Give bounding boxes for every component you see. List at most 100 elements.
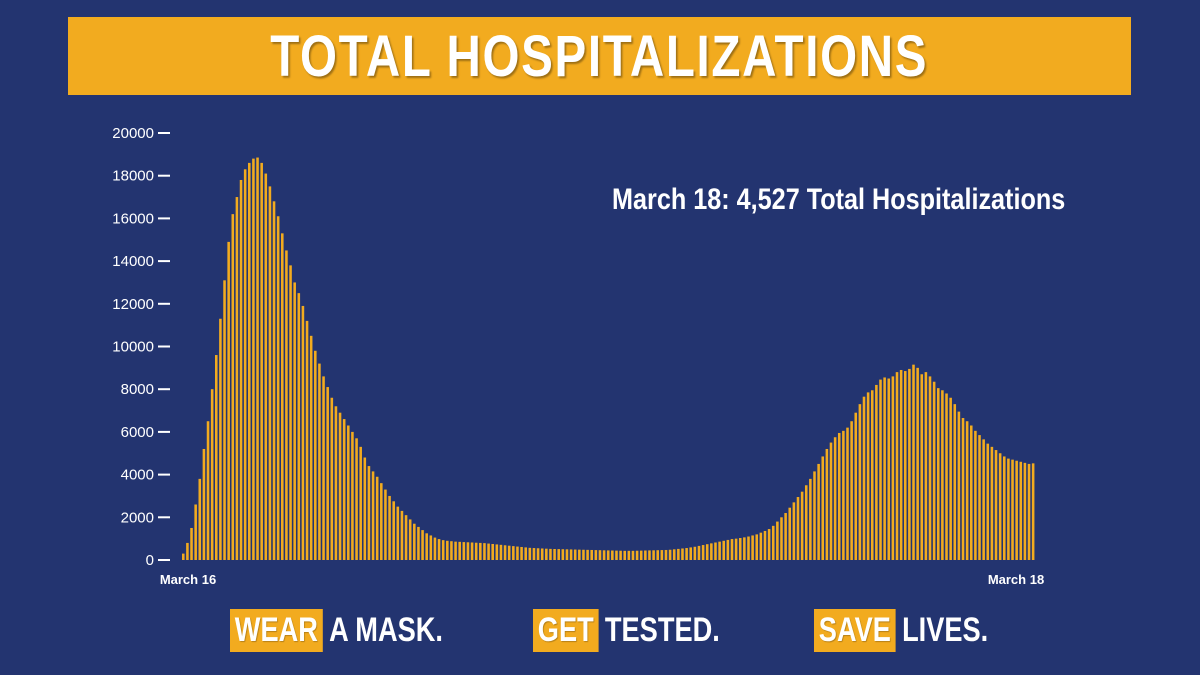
bar <box>887 378 891 560</box>
bar <box>594 550 598 560</box>
y-tick-label: 6000 <box>121 424 154 441</box>
bar <box>359 446 362 560</box>
bar <box>413 523 416 560</box>
bar <box>202 448 206 560</box>
bar <box>524 547 527 560</box>
bar <box>507 545 511 560</box>
bar <box>829 442 833 560</box>
y-tick-label: 4000 <box>121 467 154 484</box>
bar <box>392 501 395 560</box>
bar <box>190 527 193 560</box>
bar <box>314 350 317 560</box>
bar <box>627 550 631 560</box>
bar <box>330 397 334 560</box>
title-banner: TOTAL HOSPITALIZATIONS <box>68 17 1131 95</box>
bar <box>338 412 342 560</box>
bar <box>941 390 944 560</box>
bar <box>549 548 552 560</box>
bar <box>903 371 907 560</box>
footer-slogans: WEAR A MASK. GET TESTED. SAVE LIVES. <box>0 604 1200 656</box>
bar <box>908 368 911 560</box>
bar <box>355 438 358 560</box>
bar <box>681 548 684 560</box>
bar <box>569 549 573 560</box>
bar <box>726 539 730 560</box>
bar <box>466 542 470 560</box>
bar <box>495 544 499 560</box>
bar <box>561 549 565 560</box>
latest-value-annotation: March 18: 4,527 Total Hospitalizations <box>612 183 1066 216</box>
slogan-save-lives: SAVE LIVES. <box>814 604 988 656</box>
bar-series <box>182 157 1035 561</box>
bar <box>499 544 503 560</box>
bar <box>404 515 408 560</box>
bar <box>536 548 540 560</box>
page-title: TOTAL HOSPITALIZATIONS <box>270 23 929 89</box>
bar <box>738 538 742 560</box>
bar <box>260 162 263 560</box>
bar <box>503 545 507 560</box>
slogan-wear-mask: WEAR A MASK. <box>230 604 443 656</box>
y-tick-label: 10000 <box>112 339 154 356</box>
bar <box>804 485 808 560</box>
bar <box>994 450 998 560</box>
bar <box>396 506 400 561</box>
bar <box>705 544 709 560</box>
y-tick-label: 12000 <box>112 296 154 313</box>
bar <box>759 532 763 560</box>
bar <box>210 389 214 560</box>
bar <box>322 376 325 560</box>
bar <box>590 549 593 560</box>
bar <box>611 550 614 560</box>
bar <box>697 545 701 560</box>
bar <box>252 158 255 560</box>
bar <box>219 318 222 560</box>
bar <box>718 541 721 560</box>
bar <box>660 550 664 560</box>
bar <box>545 548 548 560</box>
bar <box>400 510 404 560</box>
bar <box>223 280 226 560</box>
bar <box>429 535 433 560</box>
bar <box>990 446 994 560</box>
y-tick-label: 0 <box>146 552 154 569</box>
bar <box>446 540 449 560</box>
bar <box>1003 456 1006 560</box>
bar <box>771 525 775 560</box>
bar <box>883 377 886 560</box>
bar <box>833 437 837 560</box>
bar <box>425 533 428 560</box>
bar <box>932 381 936 560</box>
bar <box>198 478 202 560</box>
bar <box>792 502 796 560</box>
bar <box>763 530 767 560</box>
bar <box>458 541 461 560</box>
bar <box>986 443 990 560</box>
y-tick-label: 14000 <box>112 253 154 270</box>
bar <box>656 550 659 560</box>
bar <box>796 497 800 560</box>
bar <box>351 431 354 560</box>
bar <box>235 197 239 561</box>
bar <box>672 549 676 560</box>
bar <box>850 421 853 560</box>
bar <box>837 432 841 560</box>
y-axis: 0 2000 4000 6000 8000 10000 12000 14000 16000 180… <box>112 125 170 569</box>
bar <box>437 539 441 560</box>
bar <box>371 471 375 560</box>
bar <box>809 478 812 560</box>
bar <box>730 539 734 560</box>
bar <box>982 439 985 560</box>
bar <box>528 547 532 560</box>
bar <box>388 495 391 560</box>
bar <box>227 241 230 560</box>
bar <box>602 550 606 560</box>
bar <box>301 305 305 560</box>
bar <box>384 489 387 560</box>
bar <box>722 540 726 560</box>
y-tick-label: 16000 <box>112 210 154 227</box>
bar <box>297 293 301 561</box>
bar <box>1019 461 1023 560</box>
bar <box>573 549 577 560</box>
bar <box>606 550 610 560</box>
